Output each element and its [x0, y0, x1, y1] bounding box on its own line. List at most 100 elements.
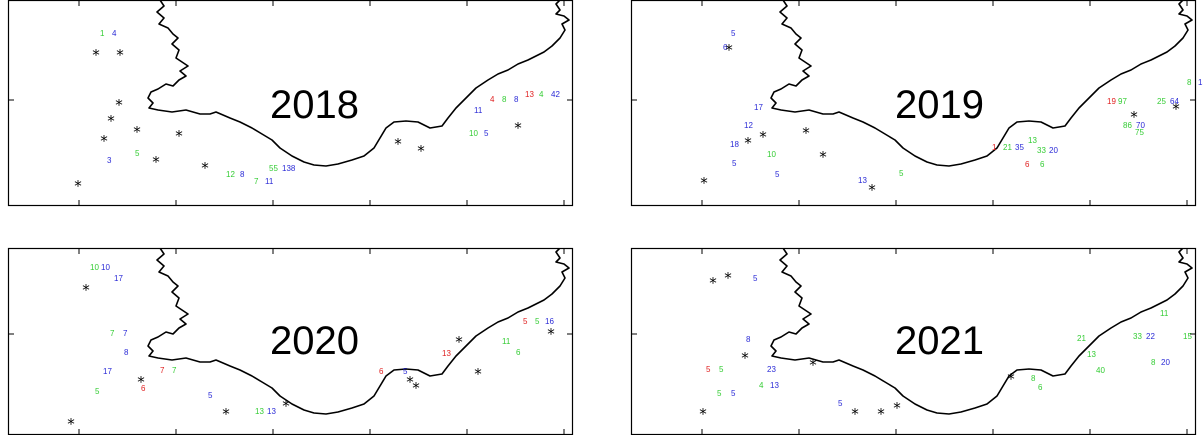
station-count-label: 8	[240, 170, 245, 179]
station-count-label: 5	[523, 317, 528, 326]
station-marker: *	[474, 365, 482, 383]
station-count-label: 5	[753, 274, 758, 283]
station-count-label: 6	[1040, 160, 1045, 169]
station-count-label: 5	[403, 367, 408, 376]
station-count-label: 42	[551, 90, 560, 99]
station-count-label: 13	[1028, 136, 1037, 145]
coastline	[770, 0, 1193, 167]
coastline	[770, 248, 1193, 415]
station-marker: *	[406, 373, 414, 391]
station-count-label: 40	[1096, 366, 1105, 375]
station-marker: *	[175, 127, 183, 145]
station-marker: *	[759, 128, 767, 146]
station-count-label: 6	[141, 384, 146, 393]
station-marker: *	[819, 148, 827, 166]
coastline	[147, 0, 570, 167]
station-count-label: 64	[1170, 97, 1179, 106]
station-marker: *	[152, 153, 160, 171]
station-marker: *	[744, 134, 752, 152]
station-count-label: 7	[160, 366, 165, 375]
station-count-label: 33	[1037, 146, 1046, 155]
station-marker: *	[417, 142, 425, 160]
station-marker: *	[700, 174, 708, 192]
station-count-label: 8	[1031, 374, 1036, 383]
station-count-label: 15	[1183, 332, 1192, 341]
station-count-label: 19	[1107, 97, 1116, 106]
station-count-label: 10	[101, 263, 110, 272]
station-count-label: 22	[1146, 332, 1155, 341]
station-count-label: 13	[858, 176, 867, 185]
station-count-label: 5	[208, 391, 213, 400]
station-count-label: 10	[90, 263, 99, 272]
station-count-label: 21	[1077, 334, 1086, 343]
station-count-label: 10	[469, 129, 478, 138]
station-count-label: 11	[265, 177, 274, 186]
station-count-label: 13	[1087, 350, 1096, 359]
station-count-label: 8	[1151, 358, 1156, 367]
station-count-label: 20	[1049, 146, 1058, 155]
station-count-label: 11	[1160, 309, 1169, 318]
station-count-label: 17	[103, 367, 112, 376]
station-count-label: 7	[123, 329, 128, 338]
station-count-label: 97	[1118, 97, 1127, 106]
station-count-label: 13	[255, 407, 264, 416]
station-count-label: 35	[1015, 143, 1024, 152]
station-count-label: 4	[539, 90, 544, 99]
year-label: 2019	[895, 83, 984, 127]
station-marker: *	[877, 405, 885, 423]
station-marker: *	[741, 349, 749, 367]
station-count-label: 8	[514, 95, 519, 104]
station-count-label: 8	[124, 348, 129, 357]
station-marker: *	[107, 112, 115, 130]
station-marker: *	[201, 159, 209, 177]
year-label: 2020	[270, 319, 359, 363]
station-count-label: 17	[754, 103, 763, 112]
station-count-label: 25	[1157, 97, 1166, 106]
coastline	[147, 248, 570, 415]
station-count-label: 11	[502, 337, 511, 346]
station-count-label: 10	[767, 150, 776, 159]
station-count-label: 138	[282, 164, 296, 173]
station-count-label: 23	[767, 365, 776, 374]
station-marker: *	[893, 399, 901, 417]
station-count-label: 7	[110, 329, 115, 338]
station-count-label: 5	[484, 129, 489, 138]
station-marker: *	[514, 119, 522, 137]
station-count-label: 75	[1135, 128, 1144, 137]
station-count-label: 6	[723, 43, 728, 52]
station-count-label: 4	[759, 381, 764, 390]
station-count-label: 55	[269, 164, 278, 173]
station-count-label: 5	[731, 29, 736, 38]
station-marker: *	[851, 405, 859, 423]
station-count-label: 15	[1198, 78, 1203, 87]
map-frame	[7, 0, 574, 207]
station-marker: *	[67, 415, 75, 433]
station-marker: *	[455, 333, 463, 351]
station-marker: *	[74, 177, 82, 195]
station-count-label: 5	[899, 169, 904, 178]
station-count-label: 13	[267, 407, 276, 416]
station-count-label: 1	[100, 29, 105, 38]
station-count-label: 8	[746, 335, 751, 344]
station-count-label: 5	[95, 387, 100, 396]
station-marker: *	[100, 132, 108, 150]
station-count-label: 5	[775, 170, 780, 179]
station-count-label: 4	[490, 95, 495, 104]
station-marker: *	[802, 124, 810, 142]
station-count-label: 8	[502, 95, 507, 104]
station-count-label: 21	[1003, 143, 1012, 152]
station-count-label: 5	[731, 389, 736, 398]
station-marker: *	[725, 41, 733, 59]
station-count-label: 13	[442, 349, 451, 358]
station-count-label: 5	[135, 149, 140, 158]
map-panel-2021: 2021 5 8 23 5 5 4 13 5 5 5 8 6 21 13 40 33 22 8 20 11 15 * * * *…	[630, 247, 1197, 435]
map-panel-2019: 2019 5 6 17 12 18 10 5 5 13 5 1 21 35 13 33 20 6 6 19 97 86 7…	[630, 0, 1203, 207]
station-count-label: 1	[992, 143, 997, 152]
station-marker: *	[282, 397, 290, 415]
station-marker: *	[724, 269, 732, 287]
station-count-label: 5	[706, 365, 711, 374]
